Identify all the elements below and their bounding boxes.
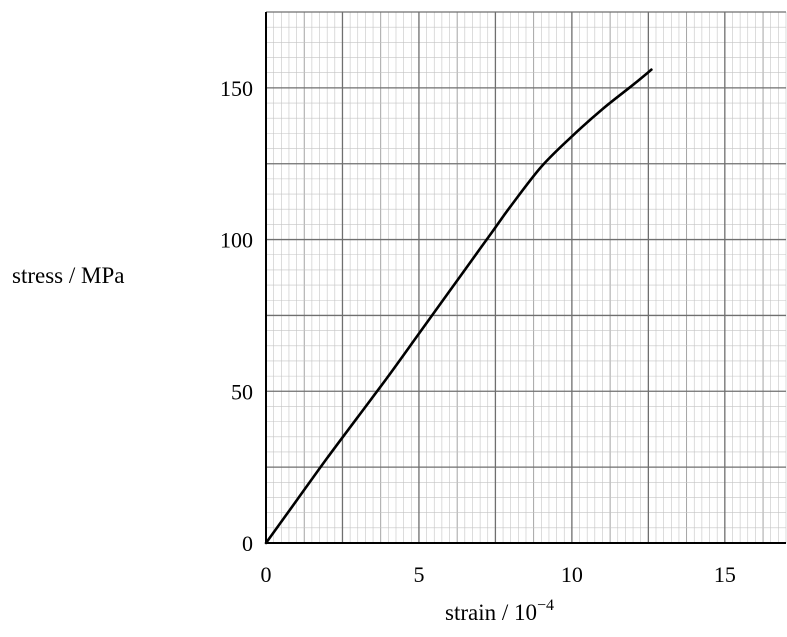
y-axis-label: stress / MPa bbox=[12, 263, 124, 288]
y-tick-labels: 0 50 100 150 bbox=[220, 76, 253, 556]
x-tick-labels: 0 5 10 15 bbox=[261, 562, 736, 587]
y-tick-label: 0 bbox=[242, 531, 253, 556]
x-axis-label-exponent: −4 bbox=[537, 597, 554, 614]
minor-grid bbox=[266, 12, 787, 543]
major-grid bbox=[265, 11, 786, 544]
stress-strain-curve bbox=[264, 68, 653, 545]
x-tick-label: 10 bbox=[561, 562, 583, 587]
x-tick-label: 5 bbox=[413, 562, 424, 587]
x-tick-label: 15 bbox=[714, 562, 736, 587]
x-tick-label: 0 bbox=[261, 562, 272, 587]
data-series bbox=[264, 68, 653, 545]
x-axis-label-base: strain / 10 bbox=[445, 600, 537, 625]
axes bbox=[265, 12, 786, 544]
x-axis-label: strain / 10−4 bbox=[445, 597, 554, 625]
y-tick-label: 100 bbox=[220, 228, 253, 253]
y-tick-label: 50 bbox=[231, 379, 253, 404]
y-tick-label: 150 bbox=[220, 76, 253, 101]
